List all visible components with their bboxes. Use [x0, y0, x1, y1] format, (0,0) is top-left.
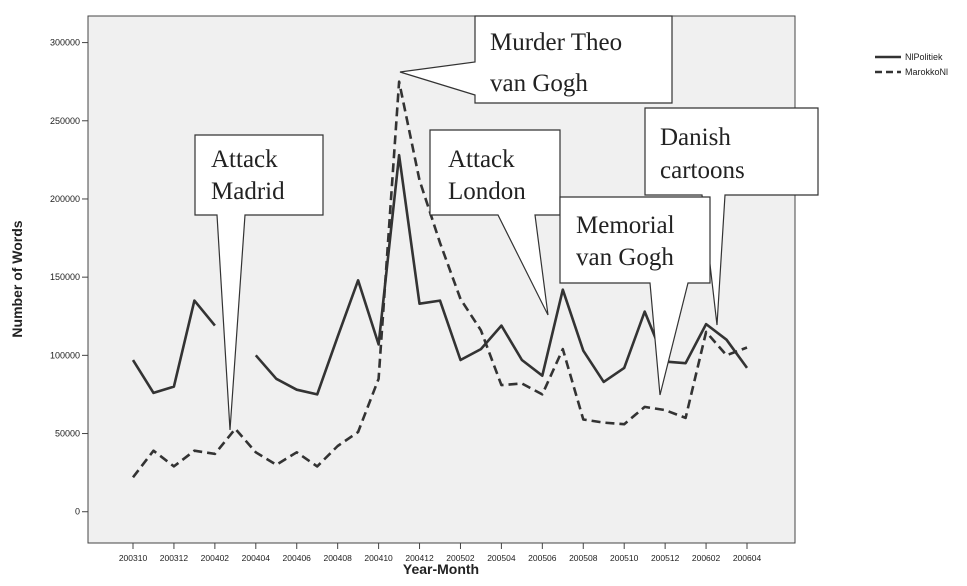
x-tick-label: 200412	[405, 553, 434, 563]
annotation: van Gogh	[576, 244, 674, 271]
x-tick-label: 200402	[201, 553, 230, 563]
annotation: London	[448, 178, 526, 205]
callout	[429, 129, 561, 316]
annotation: Madrid	[211, 178, 285, 205]
annotation: cartoons	[660, 157, 745, 184]
y-tick-label: 200000	[50, 194, 80, 204]
x-tick-label: 200410	[364, 553, 393, 563]
annotation: Danish	[660, 124, 731, 151]
callout	[194, 134, 324, 431]
x-tick-label: 200504	[487, 553, 516, 563]
annotation: Memorial	[576, 212, 675, 239]
annotation: Attack	[211, 146, 278, 173]
y-tick-label: 250000	[50, 116, 80, 126]
x-tick-label: 200512	[651, 553, 680, 563]
y-tick-label: 0	[75, 507, 80, 517]
series-line	[131, 80, 748, 479]
callout	[644, 107, 819, 326]
legend-label: MarokkoNl	[905, 67, 948, 77]
x-tick-label: 200508	[569, 553, 598, 563]
y-tick-label: 300000	[50, 38, 80, 48]
x-tick-label: 200602	[692, 553, 721, 563]
annotation: van Gogh	[490, 70, 588, 97]
x-axis-title: Year-Month	[403, 561, 479, 577]
x-tick-label: 200604	[733, 553, 762, 563]
x-tick-label: 200506	[528, 553, 557, 563]
y-tick-label: 100000	[50, 350, 80, 360]
x-tick-label: 200406	[283, 553, 312, 563]
y-tick-label: 150000	[50, 272, 80, 282]
y-axis-title: Number of Words	[9, 220, 25, 337]
y-tick-label: 50000	[55, 429, 80, 439]
x-tick-label: 200502	[446, 553, 475, 563]
callout	[399, 15, 673, 104]
x-tick-label: 200312	[160, 553, 189, 563]
x-tick-label: 200310	[119, 553, 148, 563]
x-tick-label: 200404	[242, 553, 271, 563]
callouts: Attack Madrid Murder Theo van Gogh Attac…	[194, 15, 819, 431]
callout	[559, 196, 711, 396]
x-tick-label: 200510	[610, 553, 639, 563]
annotation: Murder Theo	[490, 29, 622, 56]
x-tick-label: 200408	[323, 553, 352, 563]
legend-label: NlPolitiek	[905, 52, 943, 62]
annotation: Attack	[448, 146, 515, 173]
